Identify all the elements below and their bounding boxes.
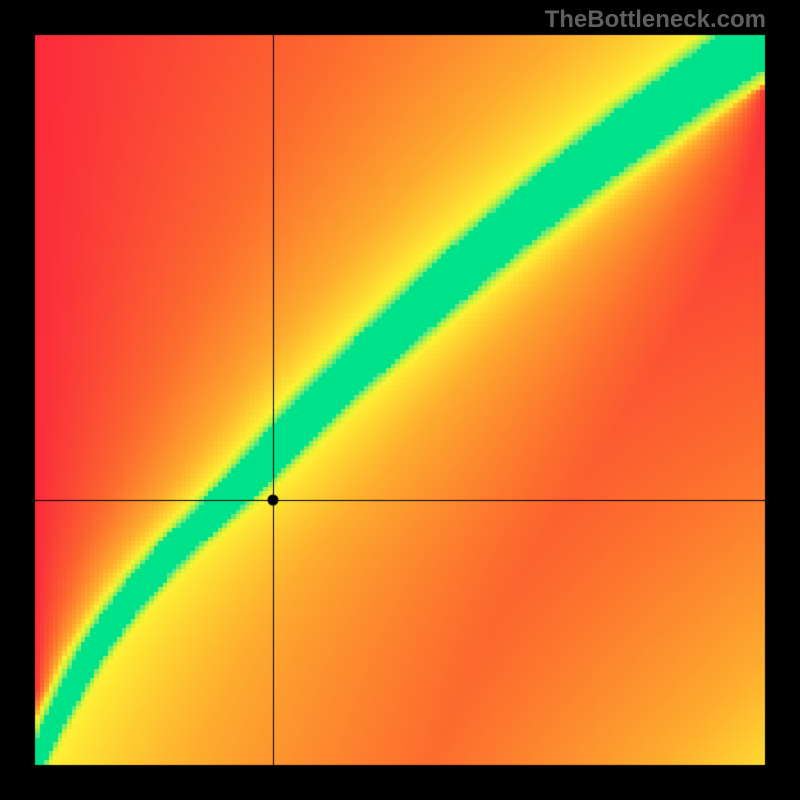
watermark-text: TheBottleneck.com: [545, 6, 766, 34]
bottleneck-heatmap: [0, 0, 800, 800]
